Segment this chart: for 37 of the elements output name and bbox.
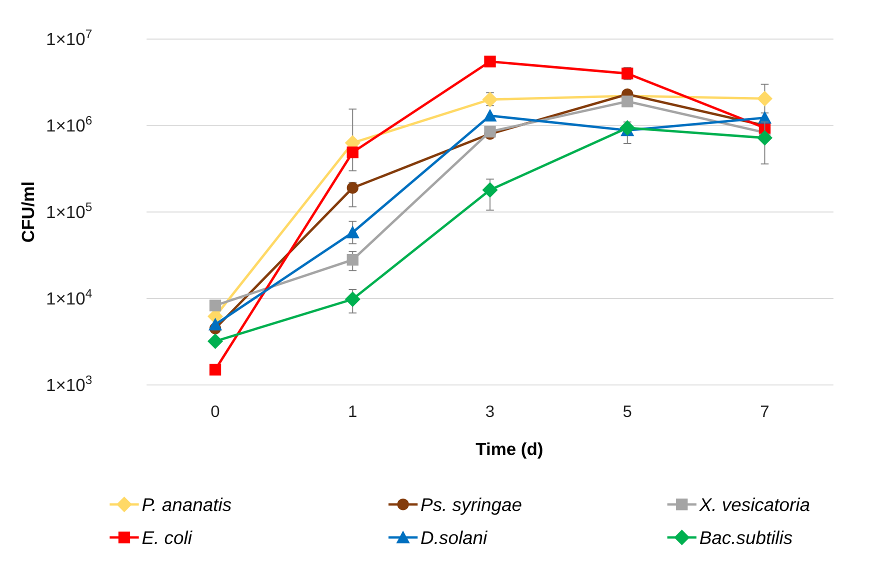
x-tick-label: 3 xyxy=(485,402,495,421)
point xyxy=(483,108,497,122)
point xyxy=(620,120,636,136)
point xyxy=(484,126,496,138)
legend-label: X. vesicatoria xyxy=(698,494,810,515)
point xyxy=(622,96,634,108)
y-tick-label: 1×10$^{4}$ xyxy=(46,286,92,309)
point xyxy=(756,90,773,106)
point xyxy=(484,56,496,68)
y-tick-label: 1×10$^{7}$ xyxy=(46,27,92,50)
point xyxy=(207,333,224,350)
legend-label: P. ananatis xyxy=(142,494,232,515)
point xyxy=(344,291,360,308)
x-tick-label: 5 xyxy=(622,402,632,421)
point xyxy=(346,146,358,158)
point xyxy=(209,364,222,376)
point xyxy=(756,130,773,146)
point xyxy=(482,92,498,108)
point xyxy=(346,226,360,238)
x-tick-label: 0 xyxy=(210,402,220,421)
x-tick-label: 7 xyxy=(760,402,770,421)
point xyxy=(208,318,222,330)
y-tick-label: 1×10$^{6}$ xyxy=(46,114,92,136)
legend-label: Ps. syringae xyxy=(420,494,522,515)
legend-label: Bac.subtilis xyxy=(699,526,793,548)
legend-label: E. coli xyxy=(142,526,193,548)
point xyxy=(758,110,772,124)
point xyxy=(482,182,498,198)
legend-label: D.solani xyxy=(420,526,488,548)
x-tick-label: 1 xyxy=(348,402,358,421)
y-tick-label: 1×10$^{3}$ xyxy=(46,373,92,396)
point xyxy=(346,254,358,266)
x-axis-title: Time (d) xyxy=(476,438,544,459)
point xyxy=(346,182,358,194)
y-axis-title: CFU/ml xyxy=(18,181,38,243)
y-tick-label: 1×10$^{5}$ xyxy=(46,200,92,222)
point xyxy=(209,300,222,312)
